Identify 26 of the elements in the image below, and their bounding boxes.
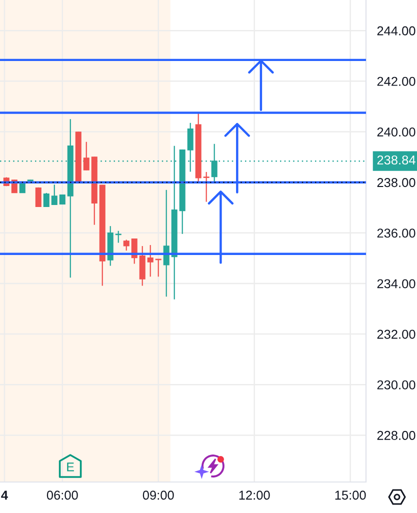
candlestick [123,239,130,252]
candlestick [83,141,90,171]
y-tick-label: 240.00 [377,127,416,137]
x-tick-label: 06:00 [46,490,78,500]
x-tick-label: 15:00 [335,490,366,500]
y-tick-label: 232.00 [377,330,416,339]
y-tick-label: 244.00 [377,26,416,36]
ref-line-label: 238.84 [377,155,416,165]
candlestick [203,171,210,202]
y-tick-label: 236.00 [377,228,416,238]
y-tick-label: 238.00 [377,178,416,188]
candlestick [147,244,154,278]
annotation: E [67,462,74,472]
candlestick [163,189,170,298]
candlestick [51,184,58,206]
x-tick-label: 4 [1,490,8,500]
candlestick [59,194,66,204]
y-tick-label: 230.00 [377,380,416,390]
x-tick-label: 09:00 [142,490,174,500]
candlestick [43,192,50,208]
candlestick [139,246,146,286]
y-tick-label: 234.00 [377,279,416,288]
x-tick-label: 12:00 [239,490,270,500]
candlestick [35,186,42,208]
y-tick-label: 242.00 [377,76,416,86]
y-tick-label: 228.00 [377,430,416,440]
